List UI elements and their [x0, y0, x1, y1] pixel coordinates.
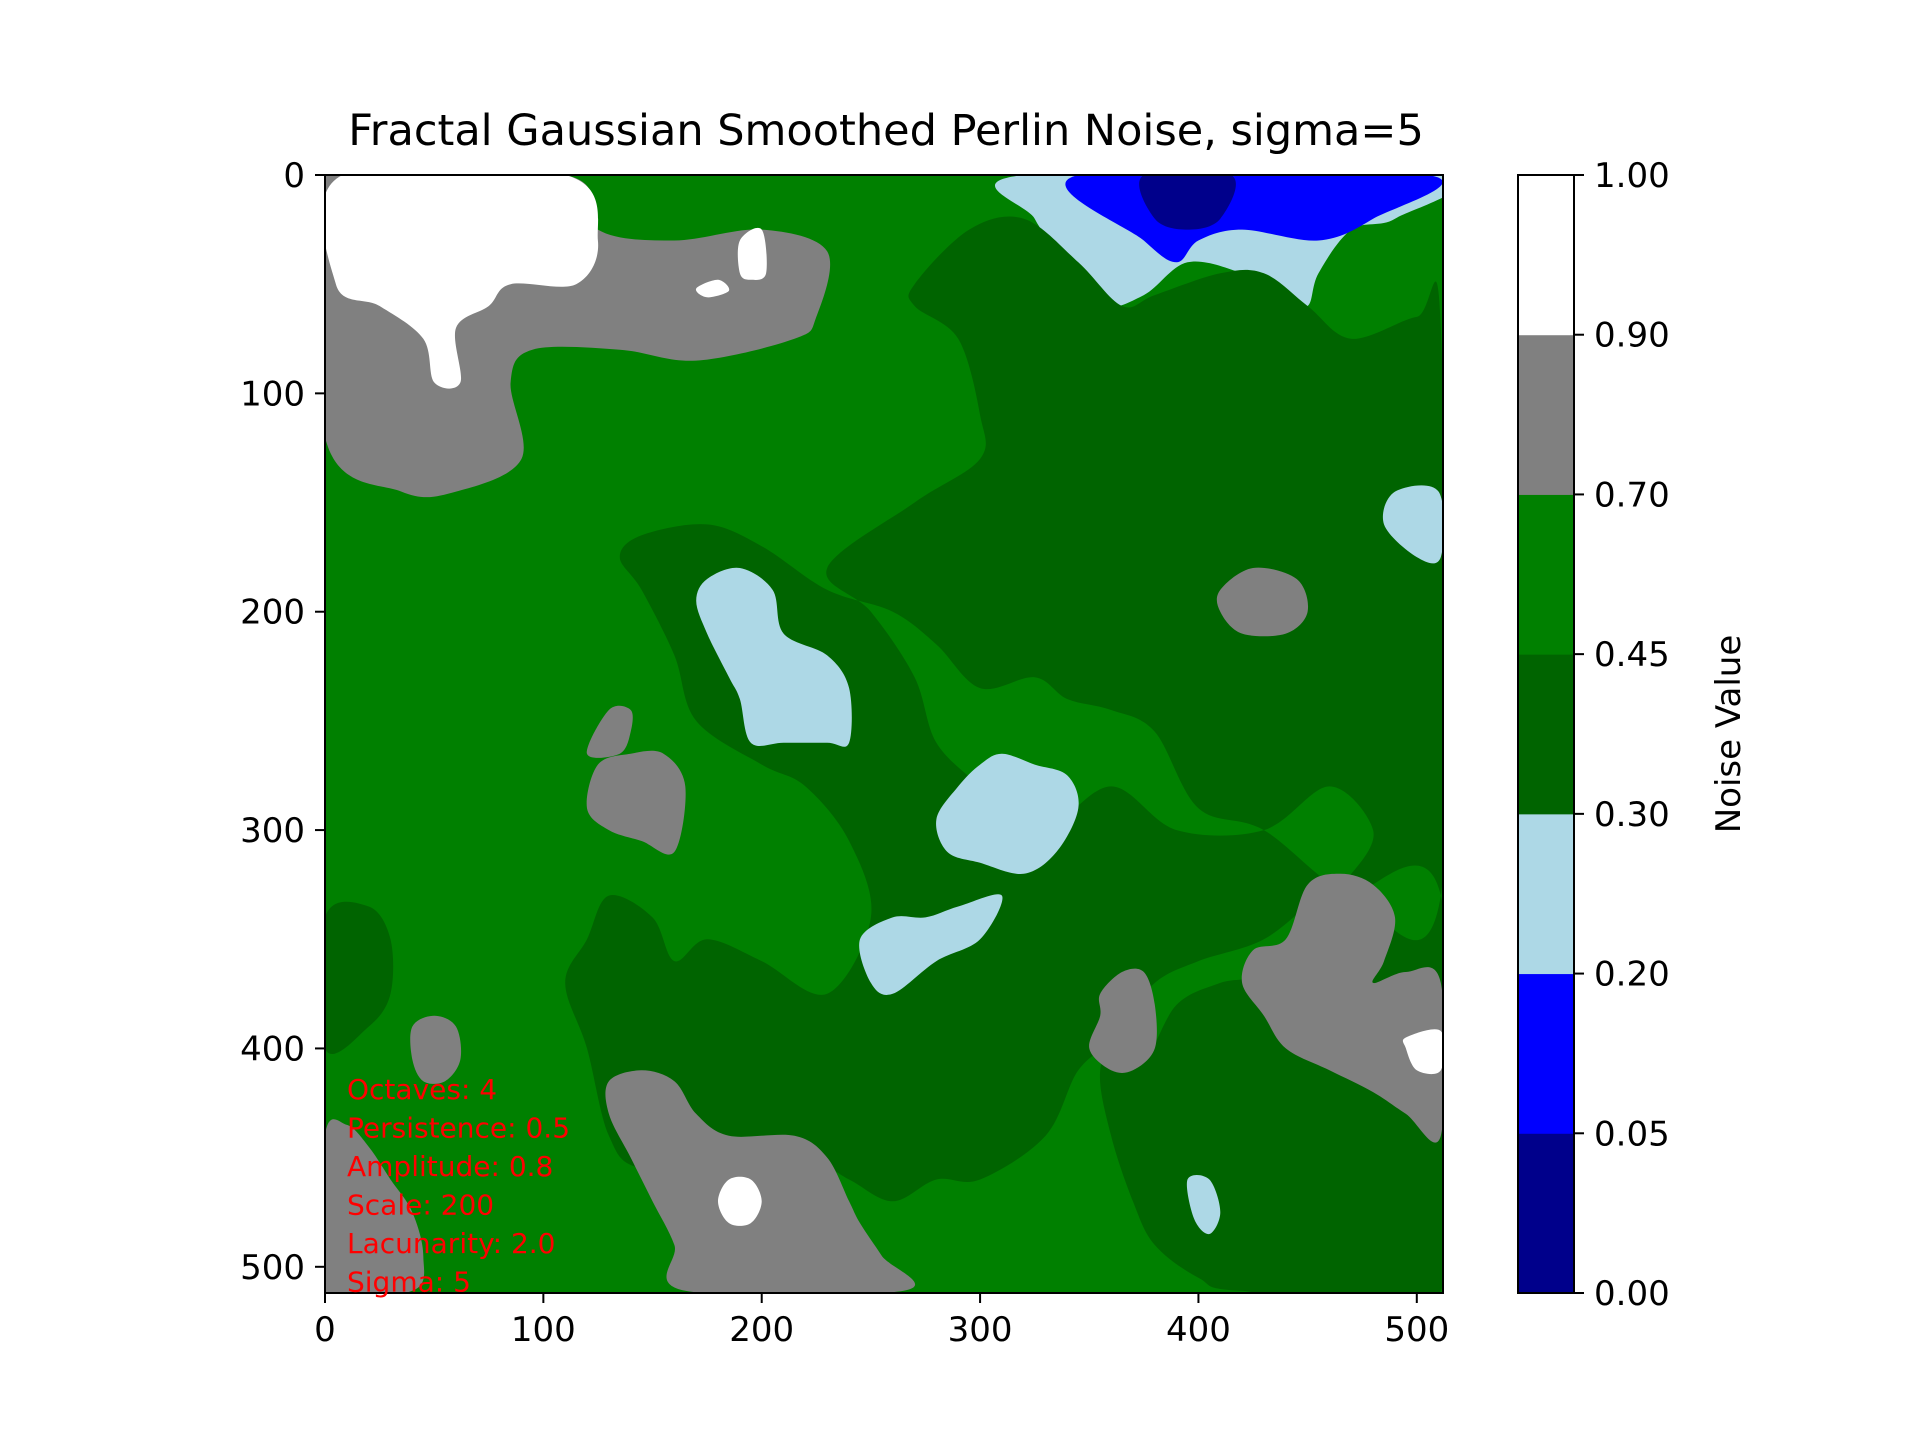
region-white-1 — [325, 175, 599, 389]
x-tick-label: 200 — [729, 1310, 794, 1350]
x-tick-label: 300 — [948, 1310, 1013, 1350]
colorbar-label: Noise Value — [1709, 635, 1749, 834]
x-tick-label: 400 — [1166, 1310, 1231, 1350]
region-darkgreen-8 — [565, 216, 1443, 1293]
region-gray-15 — [586, 750, 686, 855]
annotation-line: Persistence: 0.5 — [347, 1112, 570, 1145]
annotation-line: Sigma: 5 — [347, 1266, 471, 1299]
colorbar-band-gray — [1518, 334, 1574, 495]
x-axis: 0 100 200 300 400 500 — [314, 1293, 1449, 1350]
x-tick-label: 500 — [1384, 1310, 1449, 1350]
colorbar-tick-label: 0.90 — [1594, 316, 1670, 356]
colorbar-tick-label: 0.70 — [1594, 475, 1670, 515]
x-tick-label: 0 — [314, 1310, 336, 1350]
colorbar-tick-label: 1.00 — [1594, 156, 1670, 196]
y-tick-label: 0 — [283, 156, 305, 196]
region-lightblue-11 — [859, 894, 1003, 995]
region-gray-17 — [410, 1015, 462, 1084]
region-gray-24 — [325, 1119, 425, 1293]
colorbar-band-darkblue — [1518, 1133, 1574, 1294]
plot-frame — [324, 174, 1444, 1294]
region-white-19 — [718, 1176, 762, 1226]
colorbar: 0.00 0.05 0.20 0.30 0.45 0.70 0.90 1.00 Noise V… — [1517, 156, 1749, 1314]
region-gray-20 — [1241, 873, 1443, 1143]
colorbar-band-blue — [1518, 973, 1574, 1134]
annotation-line: Amplitude: 0.8 — [347, 1150, 553, 1183]
colorbar-band-white — [1518, 175, 1574, 336]
colorbar-band-green — [1518, 494, 1574, 655]
y-axis: 0 100 200 300 400 500 — [240, 156, 325, 1288]
region-white-3 — [695, 279, 730, 298]
y-tick-label: 400 — [240, 1029, 305, 1069]
noise-regions — [325, 175, 1443, 1293]
colorbar-tick-label: 0.20 — [1594, 955, 1670, 995]
annotation-line: Lacunarity: 2.0 — [347, 1227, 555, 1260]
region-white-2 — [737, 227, 767, 280]
heatmap-plot-area — [324, 174, 1444, 1294]
region-gray-14 — [1216, 567, 1309, 637]
colorbar-ticks: 0.00 0.05 0.20 0.30 0.45 0.70 0.90 1.00 — [1574, 156, 1670, 1314]
region-white-21 — [1402, 1029, 1443, 1075]
annotation-line: Scale: 200 — [347, 1189, 494, 1222]
region-darkgreen-23 — [325, 901, 394, 1055]
y-tick-label: 500 — [240, 1248, 305, 1288]
colorbar-tick-label: 0.30 — [1594, 795, 1670, 835]
x-tick-label: 100 — [511, 1310, 576, 1350]
region-darkblue-6 — [1139, 175, 1236, 230]
region-gray-16 — [586, 705, 633, 758]
region-lightblue-13 — [1186, 1174, 1221, 1235]
colorbar-frame — [1517, 174, 1575, 1294]
colorbar-band-lightblue — [1518, 813, 1574, 975]
y-tick-label: 300 — [240, 811, 305, 851]
y-tick-label: 200 — [240, 593, 305, 633]
region-lightblue-9 — [696, 567, 852, 747]
colorbar-tick-label: 0.05 — [1594, 1114, 1670, 1154]
region-lightblue-10 — [936, 753, 1079, 875]
region-gray-22 — [1089, 968, 1157, 1073]
parameter-annotations: Octaves: 4 Persistence: 0.5 Amplitude: 0.8… — [347, 1073, 570, 1299]
chart-title: Fractal Gaussian Smoothed Perlin Noise, … — [348, 106, 1424, 156]
region-lightblue-12 — [1382, 485, 1443, 564]
colorbar-tick-label: 0.45 — [1594, 635, 1670, 675]
colorbar-tick-label: 0.00 — [1594, 1274, 1670, 1314]
annotation-line: Octaves: 4 — [347, 1073, 497, 1106]
region-gray-18 — [605, 1070, 915, 1293]
y-tick-label: 100 — [240, 374, 305, 414]
colorbar-band-darkgreen — [1518, 654, 1574, 815]
colorbar-bands — [1518, 175, 1574, 1294]
